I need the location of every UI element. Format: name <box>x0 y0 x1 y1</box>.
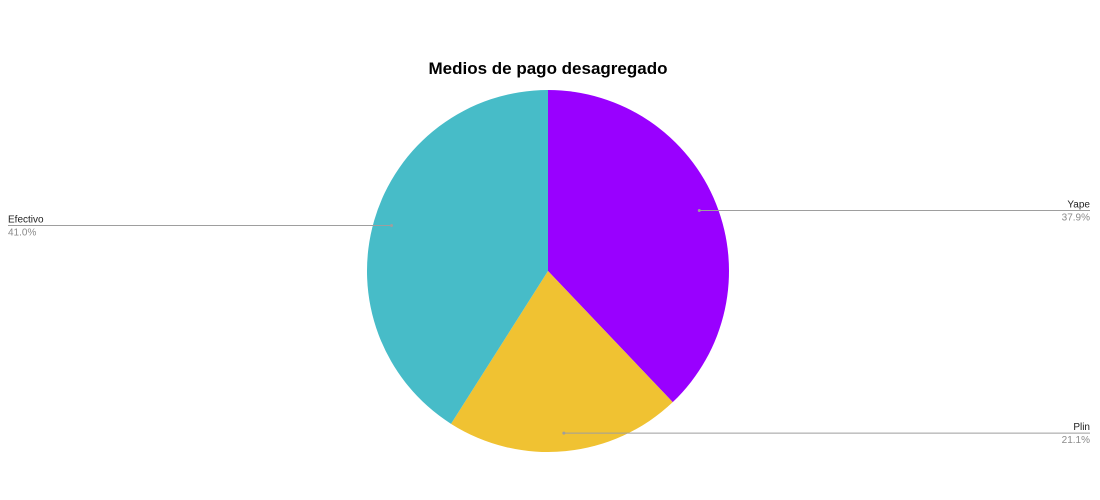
pie-slices <box>366 90 729 453</box>
pie-slice-efectivo <box>366 90 548 424</box>
slice-labels: Yape 37.9% Plin 21.1% Efectivo 41.0% <box>8 200 1090 446</box>
slice-percent-efectivo: 41.0% <box>8 228 36 239</box>
slice-percent-yape: 37.9% <box>1062 213 1090 224</box>
slice-label-efectivo: Efectivo <box>8 215 44 226</box>
slice-label-yape: Yape <box>1067 200 1090 211</box>
chart-title: Medios de pago desagregado <box>429 59 668 78</box>
pie-slice-yape <box>548 90 729 403</box>
pie-slice-plin <box>451 271 673 453</box>
slice-percent-plin: 21.1% <box>1062 435 1090 446</box>
slice-label-plin: Plin <box>1073 422 1090 433</box>
